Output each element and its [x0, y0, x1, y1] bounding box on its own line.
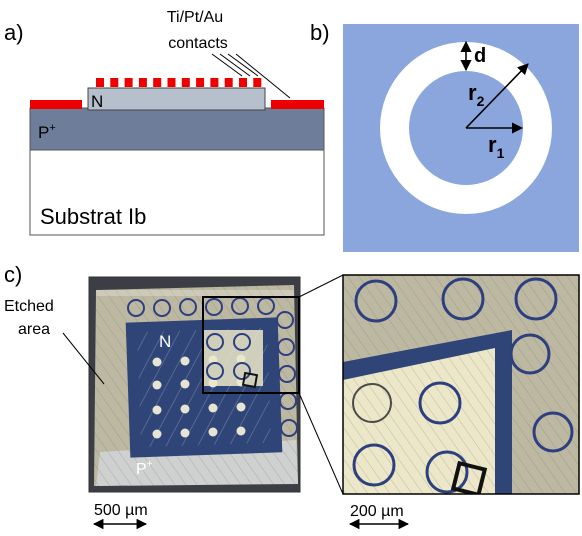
n-contact-tooth	[239, 78, 247, 87]
zoom-box	[202, 296, 300, 394]
panel-c: c)	[4, 262, 580, 530]
n-contact-tooth	[224, 78, 233, 87]
n-contact-tooth	[181, 78, 190, 87]
contacts-label-line2: contacts	[168, 35, 228, 52]
panel-c-label: c)	[4, 262, 22, 287]
panel-b-label: b)	[310, 20, 330, 45]
n-contact-tooth	[153, 78, 162, 87]
panel-b: b) d r2 r1	[310, 20, 579, 252]
panel-a-label: a)	[4, 20, 24, 45]
p-plus-label-a: P+	[38, 122, 56, 142]
n-label-c: N	[159, 332, 171, 351]
p-contact-right	[271, 100, 324, 109]
micrograph-left	[89, 277, 300, 492]
r2-arrow	[465, 63, 529, 129]
contacts-pointer-lines	[211, 53, 291, 99]
n-label-a: N	[91, 92, 103, 111]
substrate-label: Substrat Ib	[40, 204, 146, 229]
n-contact-tooth	[96, 78, 104, 87]
zoom-line-top	[298, 274, 344, 298]
ring-contacts-left	[127, 297, 298, 437]
substrate-layer	[29, 149, 325, 236]
ring-contacts-right	[352, 277, 574, 494]
zoom-line-bottom	[298, 392, 344, 495]
scale-label-left: 500 µm	[94, 502, 148, 519]
p-plus-layer	[29, 107, 325, 151]
etched-area-label-line1: Etched	[4, 298, 54, 315]
n-contact-tooth	[110, 78, 119, 87]
n-contact-tooth	[167, 78, 176, 87]
r2-label: r2	[468, 80, 485, 109]
n-contact-tooth	[210, 78, 219, 87]
etched-area-pointer	[62, 332, 105, 385]
etched-area-label-line2: area	[18, 321, 50, 338]
panel-a: a) Ti/Pt/Au contacts N P+ Substrat Ib	[4, 9, 325, 236]
n-contact-tooth	[138, 78, 147, 87]
n-contact-tooth	[253, 78, 262, 87]
contacts-label-line1: Ti/Pt/Au	[167, 9, 223, 26]
scale-label-right: 200 µm	[350, 503, 404, 520]
n-contact-teeth	[96, 78, 262, 87]
n-contact-tooth	[124, 78, 133, 87]
micrograph-right-frame	[342, 274, 580, 495]
p-contact-left	[30, 100, 82, 109]
micrograph-right	[343, 275, 579, 494]
p-plus-label-c: P+	[136, 459, 153, 478]
n-contact-tooth	[196, 78, 205, 87]
n-mesa	[87, 87, 266, 111]
d-label: d	[474, 45, 486, 67]
r1-label: r1	[488, 132, 505, 161]
